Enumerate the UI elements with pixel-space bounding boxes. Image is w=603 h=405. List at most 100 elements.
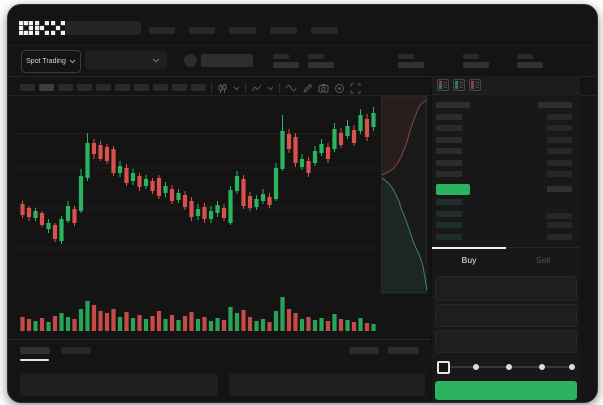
order-input-field[interactable] — [435, 276, 577, 301]
app-window: Spot Trading Buy Sell — [7, 4, 598, 403]
timeframe-selector — [20, 84, 206, 91]
bottom-action-placeholder[interactable] — [388, 347, 419, 354]
candlestick-series — [20, 107, 376, 244]
nav-item-placeholder[interactable] — [189, 27, 215, 34]
pair-selector[interactable] — [85, 51, 167, 69]
ticker-label-placeholder — [273, 54, 289, 59]
market-type-selector[interactable]: Spot Trading — [21, 50, 81, 73]
orderbook-bids-icon[interactable] — [453, 79, 465, 91]
orderbook-both-icon[interactable] — [437, 79, 449, 91]
bottom-content-panel — [20, 373, 218, 396]
ticker-label-placeholder — [308, 54, 324, 59]
depth-chart — [381, 95, 428, 294]
ticker-value-placeholder — [273, 62, 299, 68]
ask-amount-placeholder[interactable] — [547, 125, 572, 131]
slider-step-dot[interactable] — [539, 364, 545, 370]
order-input-field[interactable] — [435, 304, 577, 327]
divider — [8, 45, 597, 46]
nav-item-placeholder[interactable] — [149, 27, 175, 34]
divider — [8, 95, 597, 96]
tab-sell[interactable]: Sell — [535, 255, 551, 265]
timeframe-button[interactable] — [39, 84, 54, 91]
price-chart-canvas[interactable] — [8, 5, 597, 402]
wave-icon[interactable] — [285, 84, 297, 92]
bottom-tab[interactable] — [20, 347, 50, 354]
ask-amount-placeholder[interactable] — [547, 137, 572, 143]
ticker-label-placeholder — [398, 54, 414, 59]
orderbook-header-amount — [538, 102, 572, 108]
orderbook-view-toggle — [432, 76, 580, 95]
ask-amount-placeholder[interactable] — [547, 160, 572, 166]
ask-price-placeholder[interactable] — [436, 125, 462, 131]
bid-price-placeholder[interactable] — [436, 211, 462, 217]
bottom-content-panel — [229, 373, 425, 396]
chevron-down-icon[interactable] — [233, 86, 240, 91]
bid-price-placeholder[interactable] — [436, 222, 462, 228]
divider — [245, 83, 246, 93]
order-input-field[interactable] — [435, 330, 577, 353]
bid-amount-placeholder[interactable] — [547, 234, 572, 240]
market-type-label: Spot Trading — [26, 58, 66, 65]
last-price-amount-placeholder — [547, 186, 572, 192]
search-input[interactable] — [65, 21, 141, 35]
timeframe-button[interactable] — [77, 84, 92, 91]
ticker-stat — [308, 54, 334, 68]
pencil-icon[interactable] — [302, 83, 313, 94]
volume-series — [20, 297, 376, 331]
indicators-icon[interactable] — [251, 83, 262, 94]
bid-price-placeholder[interactable] — [436, 234, 462, 240]
timeframe-button[interactable] — [172, 84, 187, 91]
chevron-down-icon — [152, 58, 160, 62]
slider-step-dot[interactable] — [473, 364, 479, 370]
main-nav — [149, 27, 338, 34]
slider-step-dot[interactable] — [569, 364, 575, 370]
timeframe-button[interactable] — [20, 84, 35, 91]
slider-step-dot[interactable] — [506, 364, 512, 370]
timeframe-button[interactable] — [153, 84, 168, 91]
trade-tabs: Buy Sell — [432, 247, 580, 270]
ask-price-placeholder[interactable] — [436, 160, 462, 166]
coin-icon — [184, 54, 197, 67]
ask-amount-placeholder[interactable] — [547, 114, 572, 120]
divider — [279, 83, 280, 93]
orderbook-asks-icon[interactable] — [469, 79, 481, 91]
timeframe-button[interactable] — [96, 84, 111, 91]
settings-icon[interactable] — [334, 83, 345, 94]
ask-price-placeholder[interactable] — [436, 114, 462, 120]
chart-type-icon[interactable] — [217, 83, 228, 94]
ask-price-placeholder[interactable] — [436, 148, 462, 154]
chevron-down-icon — [69, 59, 76, 64]
bid-amount-placeholder[interactable] — [547, 222, 572, 228]
fullscreen-icon[interactable] — [350, 83, 361, 94]
pair-name-placeholder — [201, 54, 253, 67]
okx-logo — [19, 21, 65, 41]
ticker-stat — [273, 54, 299, 68]
ask-amount-placeholder[interactable] — [547, 148, 572, 154]
ticker-label-placeholder — [463, 54, 479, 59]
bid-amount-placeholder[interactable] — [547, 213, 572, 219]
ticker-stat — [463, 54, 489, 68]
ask-price-placeholder[interactable] — [436, 171, 462, 177]
ticker-value-placeholder — [463, 62, 489, 68]
buy-submit-button[interactable] — [435, 381, 577, 400]
amount-slider-handle[interactable] — [437, 361, 450, 374]
ticker-value-placeholder — [517, 62, 543, 68]
timeframe-button[interactable] — [115, 84, 130, 91]
chevron-down-icon[interactable] — [267, 86, 274, 91]
camera-icon[interactable] — [318, 83, 329, 93]
bottom-action-placeholder[interactable] — [349, 347, 379, 354]
ask-price-placeholder[interactable] — [436, 137, 462, 143]
timeframe-button[interactable] — [191, 84, 206, 91]
tab-buy[interactable]: Buy — [432, 247, 506, 270]
timeframe-button[interactable] — [58, 84, 73, 91]
nav-item-placeholder[interactable] — [311, 27, 338, 34]
last-price-highlight[interactable] — [436, 184, 470, 195]
timeframe-button[interactable] — [134, 84, 149, 91]
nav-item-placeholder[interactable] — [229, 27, 256, 34]
nav-item-placeholder[interactable] — [270, 27, 297, 34]
bid-price-placeholder[interactable] — [436, 199, 462, 205]
bottom-tab[interactable] — [61, 347, 91, 354]
ticker-value-placeholder — [398, 62, 424, 68]
ticker-stat — [398, 54, 424, 68]
ask-amount-placeholder[interactable] — [547, 171, 572, 177]
